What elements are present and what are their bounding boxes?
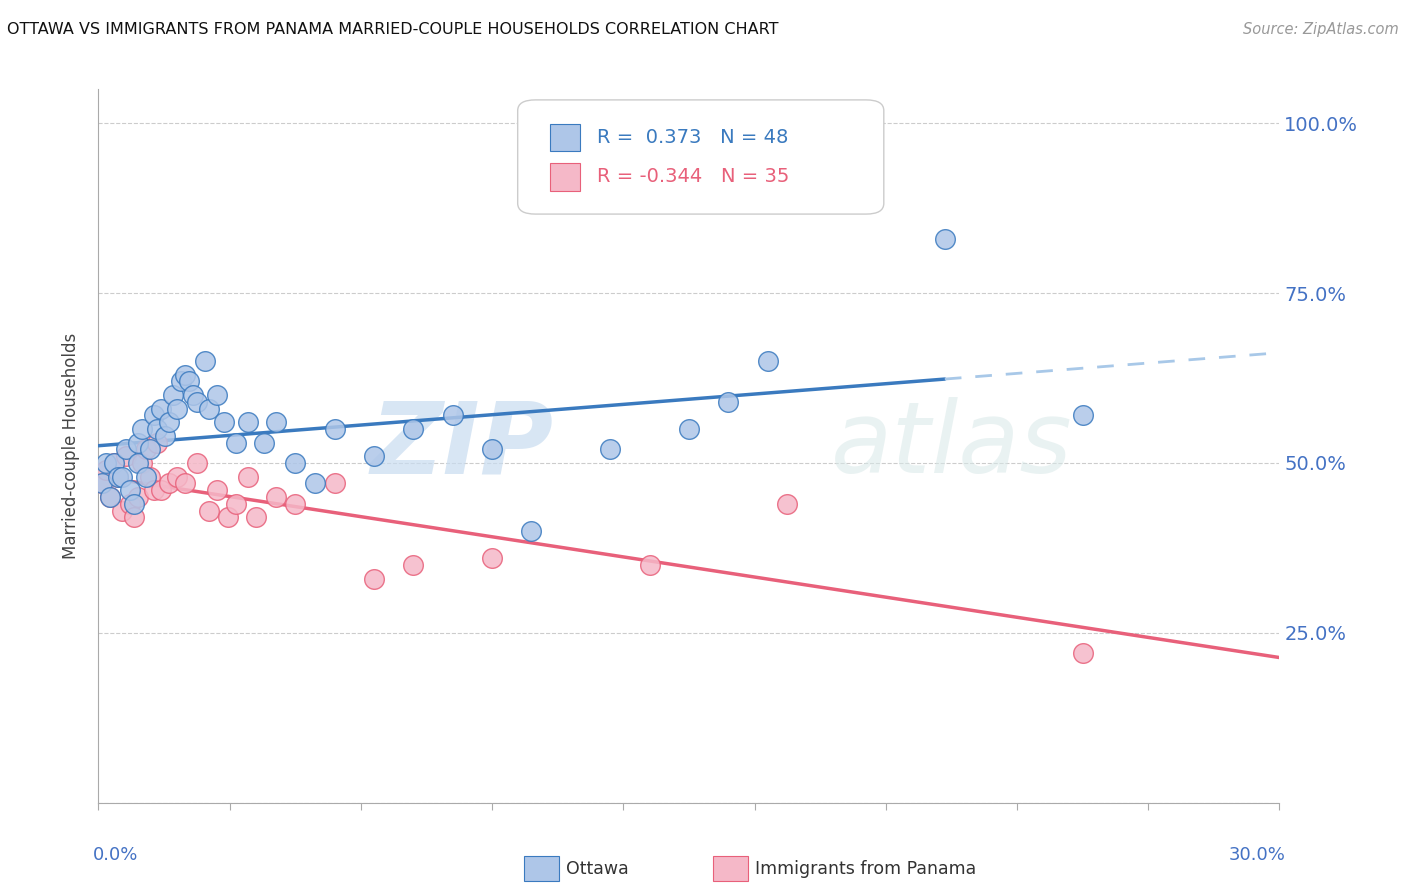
Point	[166, 469, 188, 483]
Point	[157, 476, 180, 491]
Point	[138, 442, 160, 457]
Point	[304, 476, 326, 491]
Text: Immigrants from Panama: Immigrants from Panama	[755, 860, 976, 878]
Point	[122, 510, 145, 524]
Point	[217, 510, 239, 524]
Point	[177, 375, 200, 389]
Point	[253, 435, 276, 450]
Point	[1071, 646, 1094, 660]
Point	[186, 394, 208, 409]
Point	[142, 483, 165, 498]
Point	[115, 442, 138, 457]
Text: 0.0%: 0.0%	[93, 846, 138, 863]
Point	[138, 469, 160, 483]
Point	[599, 442, 621, 457]
Point	[131, 422, 153, 436]
Point	[245, 510, 267, 524]
Text: atlas: atlas	[831, 398, 1073, 494]
Point	[157, 415, 180, 429]
Point	[166, 401, 188, 416]
Point	[236, 415, 259, 429]
Point	[146, 422, 169, 436]
Point	[1071, 409, 1094, 423]
FancyBboxPatch shape	[523, 856, 560, 881]
FancyBboxPatch shape	[713, 856, 748, 881]
Point	[197, 401, 219, 416]
Text: Ottawa: Ottawa	[567, 860, 628, 878]
Point	[155, 429, 177, 443]
FancyBboxPatch shape	[550, 163, 581, 191]
Point	[638, 558, 661, 572]
FancyBboxPatch shape	[517, 100, 884, 214]
Point	[225, 435, 247, 450]
Point	[118, 483, 141, 498]
Point	[127, 456, 149, 470]
Point	[402, 558, 425, 572]
Point	[181, 388, 204, 402]
Point	[402, 422, 425, 436]
Point	[115, 449, 138, 463]
Point	[103, 456, 125, 470]
Point	[284, 497, 307, 511]
Point	[934, 232, 956, 246]
Point	[146, 435, 169, 450]
Point	[91, 476, 114, 491]
Point	[118, 497, 141, 511]
Point	[96, 456, 118, 470]
Point	[107, 469, 129, 483]
Point	[170, 375, 193, 389]
Point	[197, 503, 219, 517]
Point	[756, 354, 779, 368]
Point	[205, 388, 228, 402]
Point	[150, 483, 173, 498]
Point	[111, 503, 134, 517]
Text: R = -0.344   N = 35: R = -0.344 N = 35	[596, 167, 789, 186]
Text: 30.0%: 30.0%	[1229, 846, 1285, 863]
Point	[150, 401, 173, 416]
Point	[111, 469, 134, 483]
Point	[520, 524, 543, 538]
Point	[481, 442, 503, 457]
Point	[98, 490, 121, 504]
Point	[441, 409, 464, 423]
Point	[186, 456, 208, 470]
Point	[174, 476, 197, 491]
Point	[127, 435, 149, 450]
Point	[107, 469, 129, 483]
Point	[363, 572, 385, 586]
FancyBboxPatch shape	[550, 124, 581, 152]
Point	[717, 394, 740, 409]
Point	[284, 456, 307, 470]
Text: Source: ZipAtlas.com: Source: ZipAtlas.com	[1243, 22, 1399, 37]
Point	[678, 422, 700, 436]
Text: OTTAWA VS IMMIGRANTS FROM PANAMA MARRIED-COUPLE HOUSEHOLDS CORRELATION CHART: OTTAWA VS IMMIGRANTS FROM PANAMA MARRIED…	[7, 22, 779, 37]
Point	[135, 469, 157, 483]
Point	[194, 354, 217, 368]
Point	[103, 456, 125, 470]
Point	[225, 497, 247, 511]
Point	[91, 476, 114, 491]
Point	[481, 551, 503, 566]
Text: R =  0.373   N = 48: R = 0.373 N = 48	[596, 128, 789, 146]
Point	[323, 422, 346, 436]
Point	[205, 483, 228, 498]
Point	[363, 449, 385, 463]
Point	[131, 456, 153, 470]
Point	[323, 476, 346, 491]
Point	[214, 415, 236, 429]
Point	[98, 490, 121, 504]
Point	[776, 497, 799, 511]
Point	[264, 490, 287, 504]
Point	[96, 463, 118, 477]
Point	[236, 469, 259, 483]
Point	[162, 388, 184, 402]
Y-axis label: Married-couple Households: Married-couple Households	[62, 333, 80, 559]
Point	[142, 409, 165, 423]
Point	[135, 442, 157, 457]
Point	[174, 368, 197, 382]
Point	[127, 490, 149, 504]
Point	[264, 415, 287, 429]
Text: ZIP: ZIP	[370, 398, 553, 494]
Point	[122, 497, 145, 511]
